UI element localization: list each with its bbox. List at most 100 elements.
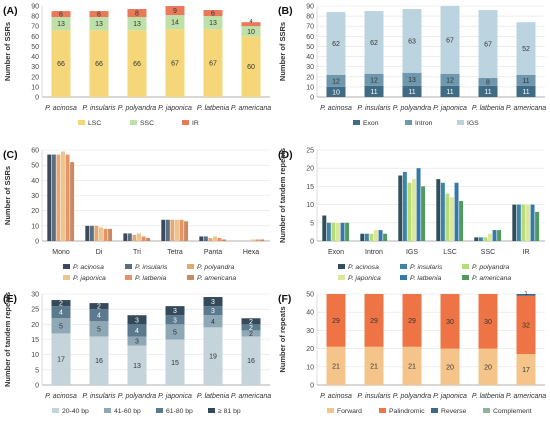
bar-b-2-0 <box>326 12 346 75</box>
bar-b-2-5 <box>516 22 536 75</box>
data-label-a-0-0: 66 <box>57 61 65 68</box>
bar-e-3-5 <box>241 318 261 325</box>
bar-a-2-1 <box>89 11 109 18</box>
bar-d-0-0 <box>322 215 327 241</box>
category-label-b-5: P. americana <box>506 105 546 112</box>
category-label-f-2: P. polyandra <box>393 393 432 400</box>
bar-d-0-3 <box>436 179 441 241</box>
bar-b-1-5 <box>516 74 536 86</box>
bar-b-1-0 <box>326 74 346 87</box>
bar-e-2-2 <box>127 324 147 337</box>
bar-b-1-1 <box>364 73 384 86</box>
category-label-b-1: P. insularis <box>357 105 391 112</box>
bar-d-2-4 <box>483 237 488 241</box>
data-label-e-3-1: 2 <box>97 304 101 311</box>
legend-swatch-d-1 <box>400 264 407 269</box>
bar-f-1-1 <box>364 294 384 347</box>
bar-a-1-4 <box>203 16 223 30</box>
bar-d-1-4 <box>478 237 483 241</box>
bar-b-2-1 <box>364 11 384 74</box>
data-label-b-1-1: 12 <box>370 77 378 84</box>
data-label-e-3-2: 3 <box>135 317 139 324</box>
bar-b-0-5 <box>516 85 536 97</box>
bar-d-4-1 <box>378 230 383 241</box>
legend-swatch-b-1 <box>405 120 412 125</box>
bar-d-3-4 <box>488 233 492 241</box>
data-label-a-0-5: 60 <box>247 64 255 71</box>
bar-a-0-1 <box>89 30 109 98</box>
category-label-c-1: Di <box>96 249 103 256</box>
bar-c-5-5 <box>260 239 265 241</box>
data-label-e-0-5: 16 <box>247 358 255 365</box>
bar-c-5-3 <box>184 221 189 241</box>
ytick-label-e-4: 20 <box>31 322 39 329</box>
legend-swatch-d-2 <box>462 264 469 269</box>
data-label-e-0-0: 17 <box>57 357 65 364</box>
ytick-label-b-8: 80 <box>306 14 314 21</box>
bar-c-2-3 <box>170 219 175 241</box>
legend-swatch-f-1 <box>379 408 386 413</box>
data-label-a-0-4: 67 <box>209 61 217 68</box>
bar-d-0-5 <box>512 204 517 241</box>
ytick-label-d-2: 10 <box>306 202 314 209</box>
data-label-f-0-1: 21 <box>370 363 378 370</box>
ytick-label-b-2: 20 <box>306 74 314 81</box>
bar-a-1-3 <box>165 15 185 30</box>
bar-c-0-0 <box>47 154 52 241</box>
category-label-e-5: P. americana <box>231 393 271 400</box>
bar-d-1-3 <box>440 182 445 241</box>
ytick-label-a-3: 30 <box>31 64 39 71</box>
bar-b-2-2 <box>402 9 422 73</box>
bar-e-0-2 <box>127 345 147 385</box>
bar-f-0-5 <box>516 354 536 385</box>
bar-a-2-0 <box>51 11 71 18</box>
category-label-d-2: IGS <box>406 249 418 256</box>
bar-e-1-3 <box>165 324 185 340</box>
category-label-f-1: P. insularis <box>357 393 391 400</box>
bar-e-0-1 <box>89 336 109 385</box>
bar-d-0-4 <box>474 237 479 241</box>
bar-e-3-1 <box>89 303 109 310</box>
data-label-e-1-1: 5 <box>97 326 101 333</box>
legend-label-b-1: Intron <box>415 120 433 127</box>
bar-f-1-0 <box>326 294 346 347</box>
data-label-e-3-3: 3 <box>173 308 177 315</box>
bar-c-5-1 <box>108 228 113 241</box>
ytick-label-f-3: 30 <box>306 328 314 335</box>
ytick-label-f-0: 0 <box>310 383 314 390</box>
bar-d-2-1 <box>369 233 374 241</box>
ytick-label-a-9: 90 <box>31 4 39 11</box>
category-label-f-3: P. japonica <box>433 393 467 400</box>
data-label-e-3-4: 3 <box>211 299 215 306</box>
ytick-label-b-4: 40 <box>306 54 314 61</box>
bar-c-5-0 <box>70 162 75 241</box>
bar-c-0-2 <box>123 233 128 241</box>
category-label-e-4: P. latbenia <box>197 393 229 400</box>
bar-c-3-1 <box>99 227 103 241</box>
ylabel-c: Number of SSRs <box>3 166 12 225</box>
data-label-a-2-5: 4 <box>249 19 252 25</box>
bar-c-1-3 <box>165 219 170 241</box>
ytick-label-a-5: 50 <box>31 44 39 51</box>
ytick-label-a-4: 40 <box>31 54 39 61</box>
bar-e-3-4 <box>203 297 223 307</box>
data-label-b-1-0: 12 <box>332 78 340 85</box>
bar-d-4-0 <box>340 222 345 241</box>
bar-b-1-3 <box>440 73 460 86</box>
bar-d-4-3 <box>454 182 459 241</box>
bar-f-1-5 <box>516 295 536 355</box>
data-label-f-1-2: 29 <box>408 318 416 325</box>
data-label-f-2-5: 1 <box>524 291 527 297</box>
legend-label-f-2: Reverse <box>441 408 467 415</box>
legend-swatch-f-3 <box>483 408 490 413</box>
ytick-label-e-2: 10 <box>31 352 39 359</box>
ylabel-a: Number of SSRs <box>3 22 12 81</box>
data-label-a-0-1: 66 <box>95 61 103 68</box>
category-label-f-5: P. americana <box>506 393 546 400</box>
legend-swatch-e-1 <box>104 408 111 413</box>
legend-swatch-c-1 <box>125 264 132 269</box>
data-label-a-2-3: 9 <box>173 8 177 15</box>
bar-a-2-4 <box>203 10 223 17</box>
data-label-b-1-2: 13 <box>408 77 416 84</box>
bar-a-0-3 <box>165 29 185 98</box>
